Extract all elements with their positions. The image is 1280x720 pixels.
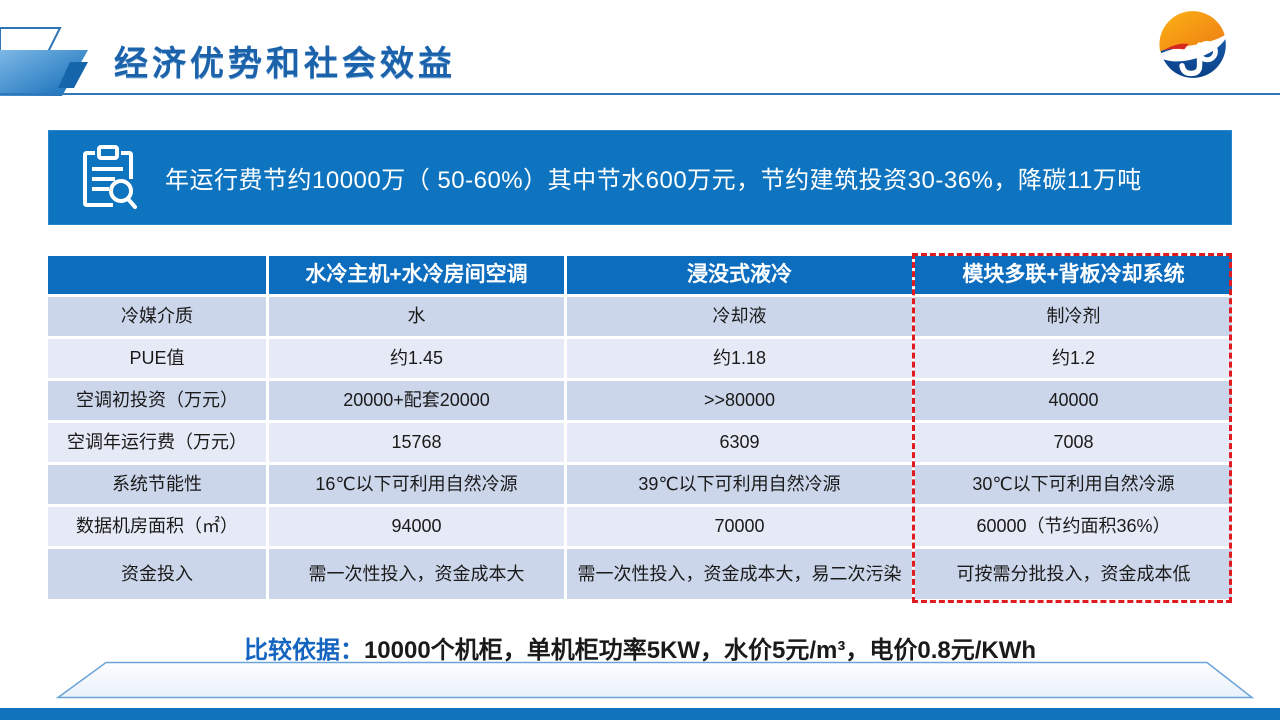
table-cell: 15768 — [269, 423, 564, 462]
table-header-modular-system: 模块多联+背板冷却系统 — [915, 256, 1232, 294]
table-cell: 39℃以下可利用自然冷源 — [567, 465, 912, 504]
table-cell: 20000+配套20000 — [269, 381, 564, 420]
company-logo-icon — [1158, 11, 1228, 78]
table-cell: 制冷剂 — [915, 297, 1232, 336]
table-cell: 水 — [269, 297, 564, 336]
table-cell: 冷却液 — [567, 297, 912, 336]
row-label-pue: PUE值 — [48, 339, 266, 378]
table-cell: 70000 — [567, 507, 912, 546]
summary-banner-text: 年运行费节约10000万（ 50-60%）其中节水600万元，节约建筑投资30-… — [165, 167, 1142, 194]
comparison-basis-note: 比较依据：10000个机柜，单机柜功率5KW，水价5元/m³，电价0.8元/KW… — [0, 630, 1280, 665]
table-cell: 7008 — [915, 423, 1232, 462]
row-label-coolant-medium: 冷媒介质 — [48, 297, 266, 336]
title-underline — [0, 93, 1280, 95]
table-cell: 16℃以下可利用自然冷源 — [269, 465, 564, 504]
note-label: 比较依据： — [243, 637, 364, 664]
table-cell: 6309 — [567, 423, 912, 462]
table-cell: 40000 — [915, 381, 1232, 420]
table-cell: >>80000 — [567, 381, 912, 420]
note-text: 10000个机柜，单机柜功率5KW，水价5元/m³，电价0.8元/KWh — [363, 637, 1037, 664]
corner-decoration — [0, 27, 88, 96]
footer-trapezoid-decoration — [55, 661, 1255, 699]
row-label-annual-operating-cost: 空调年运行费（万元） — [48, 423, 266, 462]
table-header-blank — [48, 256, 266, 294]
table-cell: 30℃以下可利用自然冷源 — [915, 465, 1232, 504]
table-cell: 94000 — [269, 507, 564, 546]
page-title: 经济优势和社会效益 — [114, 45, 456, 83]
clipboard-search-icon — [83, 144, 137, 209]
table-cell: 约1.18 — [567, 339, 912, 378]
row-label-capital-investment: 资金投入 — [48, 549, 266, 599]
table-cell: 需一次性投入，资金成本大 — [269, 549, 564, 599]
comparison-table: 水冷主机+水冷房间空调 浸没式液冷 模块多联+背板冷却系统 冷媒介质 水 冷却液… — [48, 253, 1232, 603]
table-header-water-cooling: 水冷主机+水冷房间空调 — [269, 256, 564, 294]
table-cell: 约1.45 — [269, 339, 564, 378]
table-cell: 可按需分批投入，资金成本低 — [915, 549, 1232, 599]
table-cell: 需一次性投入，资金成本大，易二次污染 — [567, 549, 912, 599]
table-cell: 约1.2 — [915, 339, 1232, 378]
row-label-room-area: 数据机房面积（㎡） — [48, 507, 266, 546]
row-label-energy-saving: 系统节能性 — [48, 465, 266, 504]
table-cell: 60000（节约面积36%） — [915, 507, 1232, 546]
summary-banner: 年运行费节约10000万（ 50-60%）其中节水600万元，节约建筑投资30-… — [48, 130, 1232, 225]
table-header-immersion-cooling: 浸没式液冷 — [567, 256, 912, 294]
row-label-initial-investment: 空调初投资（万元） — [48, 381, 266, 420]
footer-bar — [0, 708, 1280, 720]
